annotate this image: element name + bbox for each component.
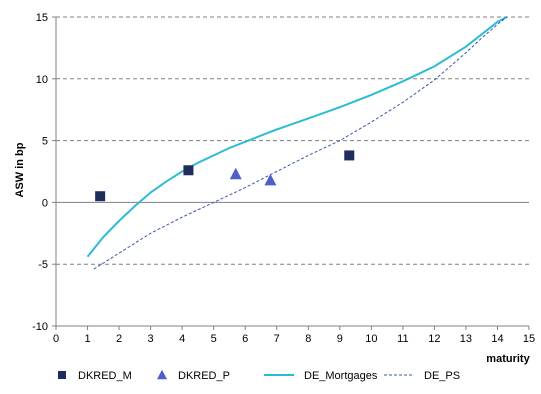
gridlines <box>56 16 529 327</box>
x-tick-label-1: 1 <box>84 333 90 345</box>
point-dkred-p-1 <box>264 173 277 186</box>
x-tick-labels: 0 1 2 3 4 5 6 7 8 9 10 11 12 13 14 15 <box>53 333 535 345</box>
series-line-de-mortgages <box>86 16 508 258</box>
legend-label-de-mortgages: DE_Mortgages <box>304 370 378 382</box>
x-tick-label-9: 9 <box>337 333 343 345</box>
x-tick-label-4: 4 <box>179 333 185 345</box>
y-tick-label-15: 15 <box>36 12 48 24</box>
y-tick-label-0: 0 <box>42 197 48 209</box>
series-line-de-ps <box>93 16 508 270</box>
legend-label-dkred-m: DKRED_M <box>78 370 132 382</box>
x-tick-label-3: 3 <box>148 333 154 345</box>
x-tick-label-6: 6 <box>242 333 248 345</box>
point-dkred-p-0 <box>229 167 242 180</box>
axes <box>52 16 530 330</box>
x-tick-label-8: 8 <box>305 333 311 345</box>
point-dkred-m-2 <box>344 150 355 161</box>
x-tick-label-5: 5 <box>211 333 217 345</box>
x-tick-label-12: 12 <box>428 333 440 345</box>
x-tick-label-11: 11 <box>397 333 408 345</box>
series-markers <box>95 150 355 202</box>
series-lines <box>86 16 508 270</box>
legend-label-dkred-p: DKRED_P <box>178 370 230 382</box>
y-tick-label-5: 5 <box>42 136 48 148</box>
y-tick-label--5: -5 <box>38 259 48 271</box>
y-axis-title: ASW in bp <box>14 142 26 197</box>
point-dkred-m-1 <box>183 165 194 176</box>
x-tick-label-0: 0 <box>53 333 59 345</box>
y-tick-labels: -10 -5 0 5 10 15 <box>32 12 48 333</box>
legend: DKRED_M DKRED_P DE_Mortgages DE_PS <box>58 369 460 382</box>
y-tick-label--10: -10 <box>32 321 48 333</box>
legend-label-de-ps: DE_PS <box>424 370 460 382</box>
x-tick-label-15: 15 <box>523 333 535 345</box>
x-tick-label-10: 10 <box>365 333 377 345</box>
x-tick-label-13: 13 <box>460 333 472 345</box>
legend-symbol-dkred-p <box>157 369 167 380</box>
y-tick-label-10: 10 <box>36 74 48 86</box>
x-tick-label-2: 2 <box>116 333 122 345</box>
legend-symbol-dkred-m <box>58 371 66 379</box>
point-dkred-m-0 <box>95 191 106 202</box>
x-tick-label-7: 7 <box>274 333 280 345</box>
x-axis-title: maturity <box>486 353 530 365</box>
x-tick-label-14: 14 <box>491 333 503 345</box>
